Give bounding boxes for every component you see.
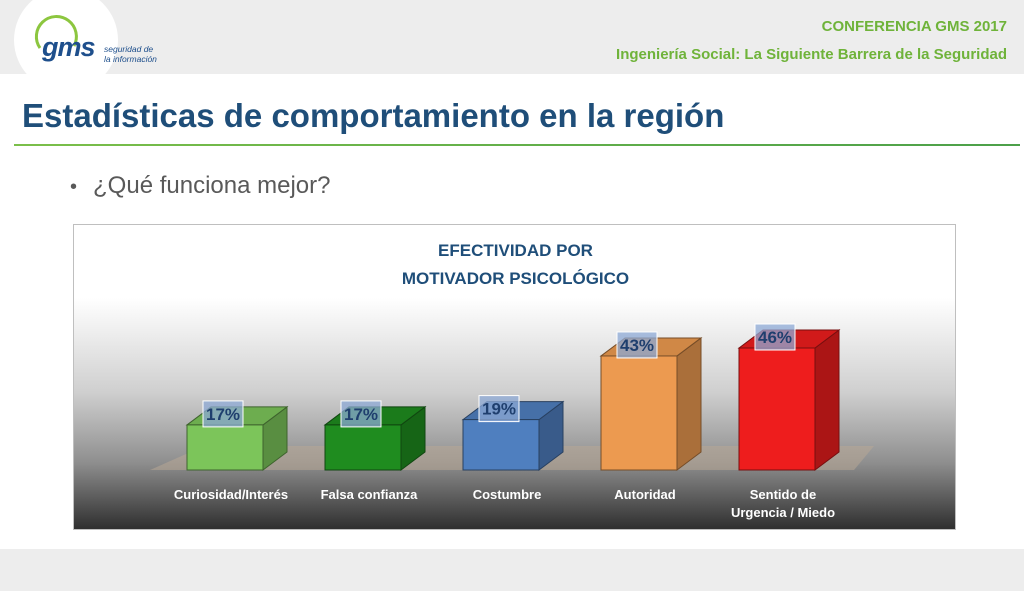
title-divider: [14, 144, 1020, 146]
conference-title: CONFERENCIA GMS 2017: [821, 18, 1007, 35]
data-label: 17%: [344, 405, 378, 424]
category-label: Falsa confianza: [321, 487, 419, 502]
bullet-text: ¿Qué funciona mejor?: [93, 172, 331, 199]
bullet-dot-icon: •: [70, 176, 78, 198]
logo-ring-icon: [34, 15, 78, 49]
header-band: [0, 0, 1024, 74]
category-label: Costumbre: [473, 487, 542, 502]
conference-subtitle: Ingeniería Social: La Siguiente Barrera …: [616, 46, 1007, 63]
bar: [186, 424, 264, 471]
data-label-box: [478, 395, 520, 423]
data-label-box: [340, 400, 382, 428]
bar: [600, 355, 678, 471]
footer-band: [0, 549, 1024, 591]
data-label-box: [616, 331, 658, 359]
bar-side: [814, 329, 840, 471]
logo-backdrop: [14, 0, 118, 92]
category-label: Curiosidad/Interés: [174, 487, 288, 502]
chart-plot: 17% Curiosidad/Interés 17% Falsa confianza 1…: [150, 323, 874, 520]
data-label: 46%: [758, 328, 792, 347]
slide-title: Estadísticas de comportamiento en la reg…: [22, 97, 725, 134]
bar: [738, 347, 816, 471]
data-label: 19%: [482, 400, 516, 419]
logo-tagline-line2: la información: [104, 54, 157, 64]
data-label: 17%: [206, 405, 240, 424]
logo-tagline-line1: seguridad de: [104, 44, 154, 54]
data-label: 43%: [620, 336, 654, 355]
chart: EFECTIVIDAD POR MOTIVADOR PSICOLÓGICO 17…: [73, 224, 956, 530]
category-label: Urgencia / Miedo: [731, 505, 835, 520]
bullet-item: • ¿Qué funciona mejor?: [70, 172, 330, 200]
data-label-box: [754, 323, 796, 351]
category-label: Sentido de: [750, 487, 816, 502]
data-label-box: [202, 400, 244, 428]
chart-title-line2: MOTIVADOR PSICOLÓGICO: [401, 269, 630, 288]
bar: [462, 419, 540, 471]
logo-tagline: seguridad de la información: [104, 44, 164, 64]
bar-side: [676, 336, 702, 471]
bar: [324, 424, 402, 471]
logo: gms: [42, 32, 96, 62]
chart-title: EFECTIVIDAD POR MOTIVADOR PSICOLÓGICO: [74, 237, 955, 293]
chart-title-line1: EFECTIVIDAD POR: [438, 241, 593, 260]
category-label: Autoridad: [614, 487, 675, 502]
